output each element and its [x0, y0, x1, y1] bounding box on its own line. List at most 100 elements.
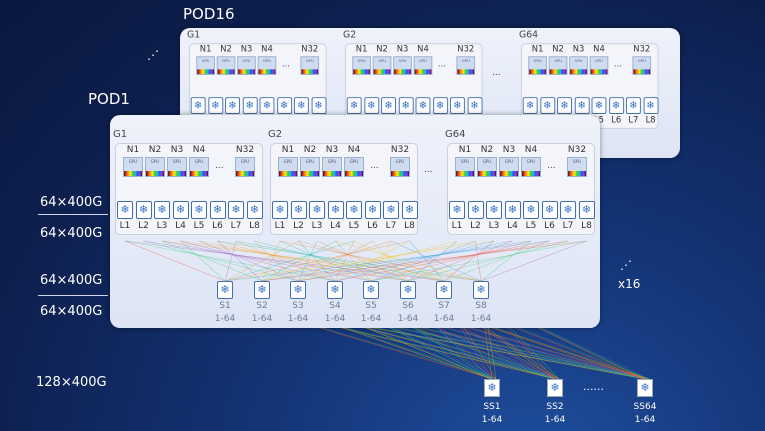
node-label: N4 [417, 45, 429, 55]
bandwidth-label-5: 128×400G [36, 375, 107, 390]
spine-label: S2 [256, 301, 268, 311]
nic-ports [456, 171, 474, 176]
gpu-node: GPU [322, 157, 342, 177]
nic-ports [345, 171, 363, 176]
leaf-switch-l5: ❄ [346, 201, 362, 219]
leaf-switch-l8: ❄ [467, 97, 483, 114]
nic-ports [168, 171, 186, 176]
spine-label: S1 [219, 301, 231, 311]
link [298, 240, 336, 282]
link [224, 240, 550, 282]
link [261, 240, 587, 282]
gpu-chip-label: GPU [263, 58, 271, 63]
link [224, 240, 495, 282]
spine-switch-s6: ❄ [400, 281, 416, 299]
leaf-switch-l2: ❄ [290, 201, 307, 219]
leaf-switch-l3: ❄ [309, 201, 325, 219]
leaf-switch-l2: ❄ [135, 201, 152, 219]
link [235, 240, 336, 282]
leaf-switch-l8: ❄ [311, 97, 327, 114]
link [261, 240, 336, 282]
gpu-chip-label: GPU [378, 58, 386, 63]
gpu-chip-label: GPU [327, 159, 337, 164]
link [443, 240, 550, 282]
group-g1: G1N1GPUN2GPUN3GPUN4GPUN32GPU...❄L1❄L2❄L3… [187, 30, 327, 129]
gpu-chip-label: GPU [242, 58, 251, 63]
link [254, 240, 409, 282]
gpu-node: GPU [300, 56, 320, 75]
node-ellipsis: ... [613, 60, 622, 70]
leaf-label: L5 [348, 221, 360, 231]
gpu-node: GPU [189, 157, 209, 177]
spine-switch-s5: ❄ [363, 281, 379, 299]
link [124, 240, 445, 282]
leaf-label: L1 [451, 221, 463, 231]
bandwidth-label-1: 64×400G [40, 195, 103, 210]
leaf-switch-l6: ❄ [608, 97, 624, 114]
node-label: N3 [396, 45, 409, 55]
gpu-chip-label: GPU [572, 159, 582, 164]
leaf-label: L8 [645, 115, 656, 126]
leaf-switch-l5: ❄ [523, 201, 539, 219]
super-spine-range: 1-64 [481, 415, 503, 425]
bandwidth-label-2: 64×400G [40, 226, 103, 241]
nic-ports [522, 171, 540, 176]
leaf-switch-l8: ❄ [578, 201, 595, 219]
leaf-label: L4 [507, 221, 518, 231]
spine-switch-s3: ❄ [290, 281, 306, 299]
nic-ports [590, 69, 608, 74]
node-label: N2 [552, 45, 564, 55]
leaf-switch-l2: ❄ [467, 201, 484, 219]
pod16-title: POD16 [183, 5, 235, 23]
spine-switch-s1: ❄ [217, 281, 233, 299]
link [217, 240, 372, 282]
spine-range: 1-64 [287, 314, 309, 324]
group-g2: G2N1GPUN2GPUN3GPUN4GPUN32GPU...❄L1❄L2❄L3… [343, 30, 483, 129]
link [443, 240, 495, 282]
leaf-switch-l4: ❄ [398, 97, 414, 114]
leaf-switch-l4: ❄ [504, 201, 521, 219]
spine-label: S3 [292, 301, 304, 311]
nic-ports [217, 69, 235, 74]
nic-ports [373, 69, 391, 74]
node-ellipsis: ... [281, 60, 290, 70]
gpu-node: GPU [589, 56, 609, 75]
link [143, 240, 409, 282]
gpu-chip-label: GPU [150, 159, 160, 164]
leaf-switch-l4: ❄ [172, 201, 189, 219]
leaf-switch-l7: ❄ [293, 97, 309, 114]
divider [38, 214, 108, 215]
link [224, 240, 299, 282]
gpu-node: GPU [235, 157, 255, 177]
x16-ellipsis: ⋰ [620, 258, 632, 272]
node-label: N1 [199, 45, 212, 55]
gpu-chip-label: GPU [533, 58, 542, 63]
leaf-label: L8 [581, 221, 592, 231]
gpu-chip-label: GPU [461, 58, 470, 63]
gpu-node: GPU [278, 157, 298, 177]
leaf-switch-l4: ❄ [242, 97, 258, 114]
link [261, 240, 281, 282]
node-label: N32 [390, 145, 410, 155]
link [480, 240, 587, 282]
leaf-switch-l8: ❄ [401, 201, 418, 219]
link [334, 240, 495, 282]
nic-ports [279, 171, 297, 176]
link [353, 240, 445, 282]
leaf-switch-l3: ❄ [154, 201, 170, 219]
nic-ports [238, 69, 255, 74]
gpu-node: GPU [216, 56, 236, 75]
link [407, 240, 513, 282]
group-label: G2 [343, 30, 357, 41]
gpu-node: GPU [567, 157, 587, 177]
leaf-label: L2 [293, 221, 304, 231]
link [297, 240, 513, 282]
gpu-chip-label: GPU [222, 58, 230, 63]
gpu-chip-label: GPU [240, 159, 250, 164]
link [297, 240, 569, 282]
nic-ports [568, 171, 586, 176]
